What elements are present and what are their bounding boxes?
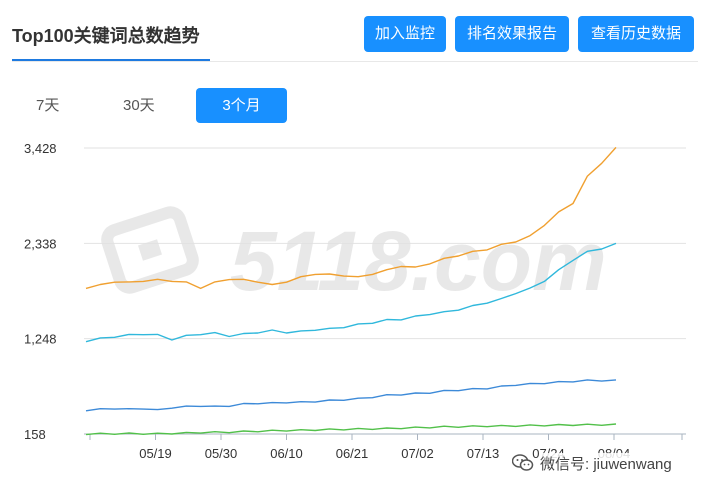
x-tick-label: 06/21 bbox=[336, 446, 369, 461]
x-tick-label: 07/13 bbox=[467, 446, 500, 461]
y-tick-label: 3,428 bbox=[24, 141, 57, 156]
y-tick-label: 1,248 bbox=[24, 332, 57, 347]
y-axis-ticks: 3,428 2,338 1,248 158 bbox=[24, 141, 57, 442]
series-line-4 bbox=[85, 423, 617, 436]
page-title: Top100关键词总数趋势 bbox=[12, 26, 200, 46]
header: Top100关键词总数趋势 加入监控 排名效果报告 查看历史数据 bbox=[0, 0, 728, 62]
y-tick-label: 158 bbox=[24, 427, 46, 442]
watermark-logo-icon bbox=[101, 206, 199, 294]
tab-3-months[interactable]: 3个月 bbox=[196, 88, 287, 123]
title-underline bbox=[12, 59, 210, 61]
chart-series bbox=[85, 146, 617, 436]
series-line-2 bbox=[85, 242, 617, 343]
wechat-icon bbox=[512, 454, 534, 471]
watermark: 5118.com bbox=[101, 206, 607, 308]
wechat-id-text: 微信号: jiuwenwang bbox=[540, 452, 672, 474]
header-divider bbox=[12, 61, 698, 62]
add-monitor-button[interactable]: 加入监控 bbox=[364, 16, 446, 52]
x-tick-label: 05/19 bbox=[139, 446, 172, 461]
tab-30-days[interactable]: 30天 bbox=[123, 97, 155, 114]
y-tick-label: 2,338 bbox=[24, 236, 57, 251]
wechat-account: 微信号: jiuwenwang bbox=[512, 452, 672, 474]
series-line-3 bbox=[85, 379, 617, 412]
x-tick-label: 07/02 bbox=[401, 446, 434, 461]
x-tick-label: 05/30 bbox=[205, 446, 238, 461]
x-tick-label: 06/10 bbox=[270, 446, 303, 461]
series-line-1 bbox=[85, 146, 617, 290]
history-data-button[interactable]: 查看历史数据 bbox=[578, 16, 694, 52]
keyword-trend-chart: 5118.com 3,428 2,338 1,248 158 05/19 05/30 06… bbox=[24, 141, 686, 461]
watermark-text: 5118.com bbox=[230, 214, 607, 308]
ranking-report-button[interactable]: 排名效果报告 bbox=[455, 16, 569, 52]
tab-7-days[interactable]: 7天 bbox=[36, 97, 60, 114]
